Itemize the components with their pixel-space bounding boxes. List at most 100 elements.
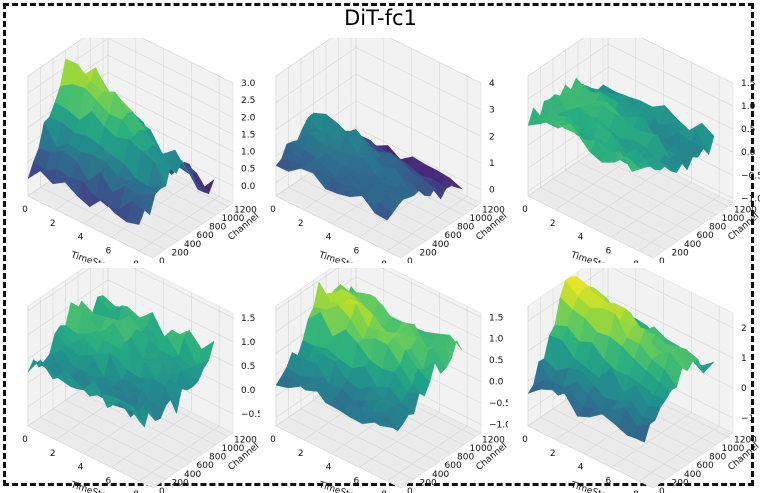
grid-line (355, 276, 482, 339)
surface-mesh (275, 112, 463, 221)
grid-line (275, 74, 357, 130)
x-tick-label: 6 (605, 476, 611, 486)
z-tick-label: 0.0 (241, 182, 256, 192)
x-tick-label: 0 (22, 205, 28, 215)
grid-line (389, 38, 482, 84)
grid-line (386, 195, 468, 252)
x-tick-label: 2 (298, 449, 304, 459)
y-tick-label: 800 (457, 453, 474, 463)
grid-line (355, 74, 482, 137)
y-tick-label: 400 (684, 240, 701, 250)
surface-plot-5: 02468020040060080010001200−1.0−0.50.00.5… (270, 268, 508, 493)
grid-line (138, 425, 220, 482)
grid-line (111, 182, 192, 238)
x-tick-label: 6 (353, 246, 359, 256)
y-tick-label: 400 (184, 470, 201, 480)
y-tick-label: 0 (407, 257, 413, 263)
grid-line (275, 425, 402, 489)
z-tick-label: 1.0 (741, 102, 756, 112)
x-tick-label: 2 (550, 219, 556, 229)
grid-line (107, 55, 234, 118)
x-tick-label: 6 (105, 476, 111, 486)
y-tick-label: 600 (445, 231, 462, 241)
grid-line (611, 268, 734, 329)
grid-line (111, 412, 192, 468)
grid-line (107, 72, 234, 135)
grid-line (641, 38, 734, 84)
z-tick-label: 1.0 (241, 148, 256, 158)
surface-facet (374, 202, 393, 221)
x-tick-label: 8 (133, 260, 139, 263)
z-tick-label: 4 (489, 79, 495, 89)
surface-facet (126, 403, 145, 428)
x-tick-label: 0 (522, 205, 528, 215)
x-tick-label: 2 (50, 449, 56, 459)
grid-line (540, 417, 666, 480)
y-tick-label: 200 (420, 478, 437, 488)
grid-line (288, 417, 414, 480)
grid-line (355, 100, 482, 164)
x-tick-label: 4 (78, 233, 84, 243)
y-tick-label: 1200 (734, 205, 757, 215)
grid-line (540, 187, 666, 250)
grid-line (527, 38, 584, 77)
grid-line (355, 127, 482, 190)
x-tick-label: 8 (633, 260, 639, 263)
grid-line (107, 279, 234, 343)
z-tick-label: −1 (741, 414, 754, 424)
z-tick-label: 2 (489, 132, 495, 142)
grid-line (107, 38, 234, 101)
y-tick-label: 1200 (234, 205, 257, 215)
grid-line (607, 295, 734, 359)
grid-line (607, 43, 734, 107)
grid-line (386, 425, 468, 482)
y-tick-label: 400 (184, 240, 201, 250)
x-tick-label: 2 (298, 219, 304, 229)
y-tick-label: 800 (209, 223, 226, 233)
z-tick-label: 0 (741, 384, 747, 394)
z-tick-label: 2.0 (241, 113, 256, 123)
surface-facet (626, 156, 645, 172)
y-tick-label: 1000 (222, 214, 245, 224)
grid-line (288, 187, 414, 250)
x-tick-label: 0 (22, 435, 28, 445)
grid-line (275, 268, 339, 311)
y-tick-label: 200 (672, 248, 689, 258)
y-tick-label: 0 (159, 487, 165, 493)
z-tick-label: 1.0 (489, 335, 504, 345)
z-tick-label: 0 (489, 186, 495, 196)
y-tick-label: 1200 (482, 435, 505, 445)
y-tick-label: 1000 (222, 444, 245, 454)
y-tick-label: 600 (445, 461, 462, 471)
grid-line (590, 152, 716, 216)
grid-line (565, 169, 691, 233)
grid-line (300, 408, 427, 472)
grid-line (583, 168, 664, 224)
surface-mesh (527, 275, 715, 443)
grid-line (638, 425, 720, 482)
surface-facet (626, 434, 645, 443)
surface-mesh (27, 295, 215, 428)
grid-line (555, 154, 636, 211)
y-tick-label: 600 (697, 231, 714, 241)
z-tick-label: 1.5 (489, 313, 503, 323)
y-tick-label: 200 (172, 478, 189, 488)
grid-line (300, 178, 427, 242)
x-tick-label: 0 (270, 205, 276, 215)
grid-line (27, 268, 91, 312)
y-tick-label: 400 (432, 470, 449, 480)
z-tick-label: −0.5 (741, 171, 760, 181)
y-tick-label: 200 (672, 478, 689, 488)
z-tick-label: 1 (489, 159, 495, 169)
x-tick-label: 4 (326, 463, 332, 473)
grid-line (27, 38, 84, 77)
y-tick-label: 600 (197, 461, 214, 471)
grid-line (611, 182, 692, 238)
y-tick-label: 1000 (722, 444, 745, 454)
y-tick-label: 0 (407, 487, 413, 493)
grid-line (52, 408, 179, 472)
grid-line (552, 178, 679, 242)
dashed-figure-border (3, 3, 754, 486)
